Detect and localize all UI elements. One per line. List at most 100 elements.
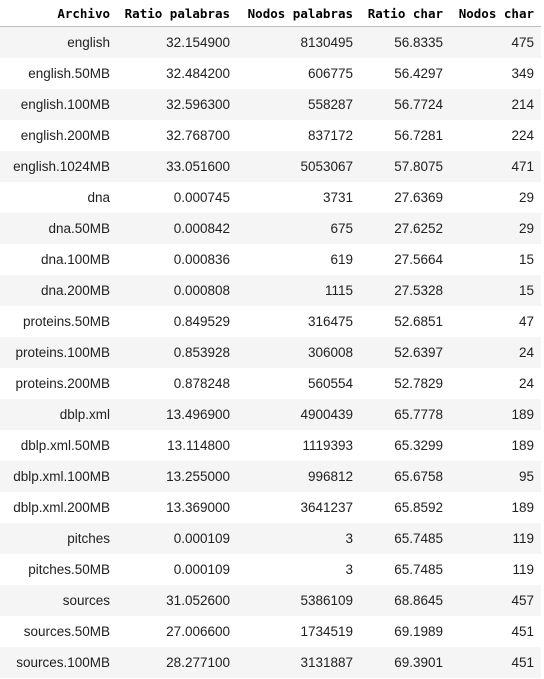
cell-nodos-char: 95	[450, 461, 541, 492]
table-row: dna 0.000745 3731 27.6369 29	[0, 182, 541, 213]
cell-nodos-palabras: 675	[237, 213, 360, 244]
cell-nodos-palabras: 3641237	[237, 492, 360, 523]
cell-nodos-palabras: 8130495	[237, 26, 360, 58]
cell-ratio-char: 65.7778	[360, 399, 450, 430]
cell-nodos-char: 15	[450, 244, 541, 275]
cell-ratio-palabras: 13.496900	[117, 399, 237, 430]
cell-archivo: english.50MB	[0, 58, 117, 89]
cell-nodos-palabras: 619	[237, 244, 360, 275]
cell-ratio-char: 57.8075	[360, 151, 450, 182]
cell-ratio-char: 27.6252	[360, 213, 450, 244]
cell-ratio-palabras: 32.484200	[117, 58, 237, 89]
cell-nodos-palabras: 1115	[237, 275, 360, 306]
cell-ratio-char: 69.1989	[360, 616, 450, 647]
cell-archivo: dblp.xml.200MB	[0, 492, 117, 523]
header-row: Archivo Ratio palabras Nodos palabras Ra…	[0, 0, 541, 27]
cell-ratio-palabras: 32.596300	[117, 89, 237, 120]
cell-ratio-palabras: 0.000745	[117, 182, 237, 213]
cell-ratio-palabras: 0.000842	[117, 213, 237, 244]
cell-ratio-palabras: 31.052600	[117, 585, 237, 616]
cell-ratio-palabras: 13.255000	[117, 461, 237, 492]
table-row: proteins.50MB 0.849529 316475 52.6851 47	[0, 306, 541, 337]
cell-ratio-palabras: 28.277100	[117, 647, 237, 678]
table-row: sources 31.052600 5386109 68.8645 457	[0, 585, 541, 616]
cell-archivo: proteins.200MB	[0, 368, 117, 399]
cell-ratio-palabras: 0.849529	[117, 306, 237, 337]
cell-ratio-char: 52.7829	[360, 368, 450, 399]
cell-archivo: dblp.xml.100MB	[0, 461, 117, 492]
cell-nodos-char: 451	[450, 647, 541, 678]
cell-ratio-palabras: 32.768700	[117, 120, 237, 151]
cell-nodos-char: 189	[450, 430, 541, 461]
cell-nodos-char: 457	[450, 585, 541, 616]
cell-ratio-char: 65.7485	[360, 523, 450, 554]
cell-ratio-char: 65.7485	[360, 554, 450, 585]
table-row: dna.50MB 0.000842 675 27.6252 29	[0, 213, 541, 244]
table-row: pitches 0.000109 3 65.7485 119	[0, 523, 541, 554]
table-row: english.1024MB 33.051600 5053067 57.8075 471	[0, 151, 541, 182]
cell-nodos-palabras: 316475	[237, 306, 360, 337]
cell-archivo: proteins.50MB	[0, 306, 117, 337]
table-row: dna.200MB 0.000808 1115 27.5328 15	[0, 275, 541, 306]
cell-ratio-char: 52.6851	[360, 306, 450, 337]
cell-nodos-char: 224	[450, 120, 541, 151]
cell-ratio-palabras: 13.369000	[117, 492, 237, 523]
cell-ratio-palabras: 33.051600	[117, 151, 237, 182]
table-row: english.100MB 32.596300 558287 56.7724 214	[0, 89, 541, 120]
cell-nodos-char: 189	[450, 399, 541, 430]
cell-archivo: pitches	[0, 523, 117, 554]
cell-nodos-palabras: 4900439	[237, 399, 360, 430]
cell-archivo: proteins.100MB	[0, 337, 117, 368]
table-row: dna.100MB 0.000836 619 27.5664 15	[0, 244, 541, 275]
column-header-nodos-char: Nodos char	[450, 0, 541, 27]
column-header-archivo: Archivo	[0, 0, 117, 27]
cell-ratio-palabras: 0.000109	[117, 554, 237, 585]
cell-ratio-char: 27.5328	[360, 275, 450, 306]
cell-ratio-char: 65.8592	[360, 492, 450, 523]
table-header: Archivo Ratio palabras Nodos palabras Ra…	[0, 0, 541, 27]
table-row: proteins.100MB 0.853928 306008 52.6397 24	[0, 337, 541, 368]
cell-ratio-palabras: 32.154900	[117, 26, 237, 58]
cell-nodos-palabras: 3731	[237, 182, 360, 213]
cell-nodos-char: 29	[450, 182, 541, 213]
cell-ratio-char: 56.7724	[360, 89, 450, 120]
table-row: dblp.xml 13.496900 4900439 65.7778 189	[0, 399, 541, 430]
column-header-nodos-palabras: Nodos palabras	[237, 0, 360, 27]
cell-nodos-char: 189	[450, 492, 541, 523]
cell-nodos-palabras: 996812	[237, 461, 360, 492]
cell-nodos-char: 475	[450, 26, 541, 58]
cell-ratio-palabras: 0.000808	[117, 275, 237, 306]
cell-archivo: dna.50MB	[0, 213, 117, 244]
cell-nodos-char: 349	[450, 58, 541, 89]
cell-nodos-palabras: 1119393	[237, 430, 360, 461]
cell-ratio-char: 56.7281	[360, 120, 450, 151]
cell-nodos-palabras: 606775	[237, 58, 360, 89]
table-row: english.50MB 32.484200 606775 56.4297 349	[0, 58, 541, 89]
cell-nodos-char: 24	[450, 368, 541, 399]
cell-nodos-char: 24	[450, 337, 541, 368]
cell-nodos-char: 451	[450, 616, 541, 647]
table-row: english 32.154900 8130495 56.8335 475	[0, 26, 541, 58]
cell-nodos-palabras: 3131887	[237, 647, 360, 678]
column-header-ratio-palabras: Ratio palabras	[117, 0, 237, 27]
cell-ratio-palabras: 13.114800	[117, 430, 237, 461]
table-row: dblp.xml.200MB 13.369000 3641237 65.8592 189	[0, 492, 541, 523]
cell-nodos-char: 15	[450, 275, 541, 306]
table-row: dblp.xml.50MB 13.114800 1119393 65.3299 189	[0, 430, 541, 461]
cell-archivo: dblp.xml	[0, 399, 117, 430]
cell-nodos-palabras: 306008	[237, 337, 360, 368]
cell-nodos-palabras: 837172	[237, 120, 360, 151]
cell-ratio-char: 65.6758	[360, 461, 450, 492]
cell-nodos-palabras: 560554	[237, 368, 360, 399]
cell-ratio-palabras: 0.878248	[117, 368, 237, 399]
cell-nodos-char: 47	[450, 306, 541, 337]
cell-archivo: english.100MB	[0, 89, 117, 120]
cell-ratio-palabras: 27.006600	[117, 616, 237, 647]
cell-nodos-char: 29	[450, 213, 541, 244]
cell-nodos-char: 471	[450, 151, 541, 182]
cell-archivo: pitches.50MB	[0, 554, 117, 585]
cell-ratio-char: 27.5664	[360, 244, 450, 275]
cell-archivo: sources.50MB	[0, 616, 117, 647]
cell-nodos-palabras: 3	[237, 554, 360, 585]
cell-ratio-char: 68.8645	[360, 585, 450, 616]
